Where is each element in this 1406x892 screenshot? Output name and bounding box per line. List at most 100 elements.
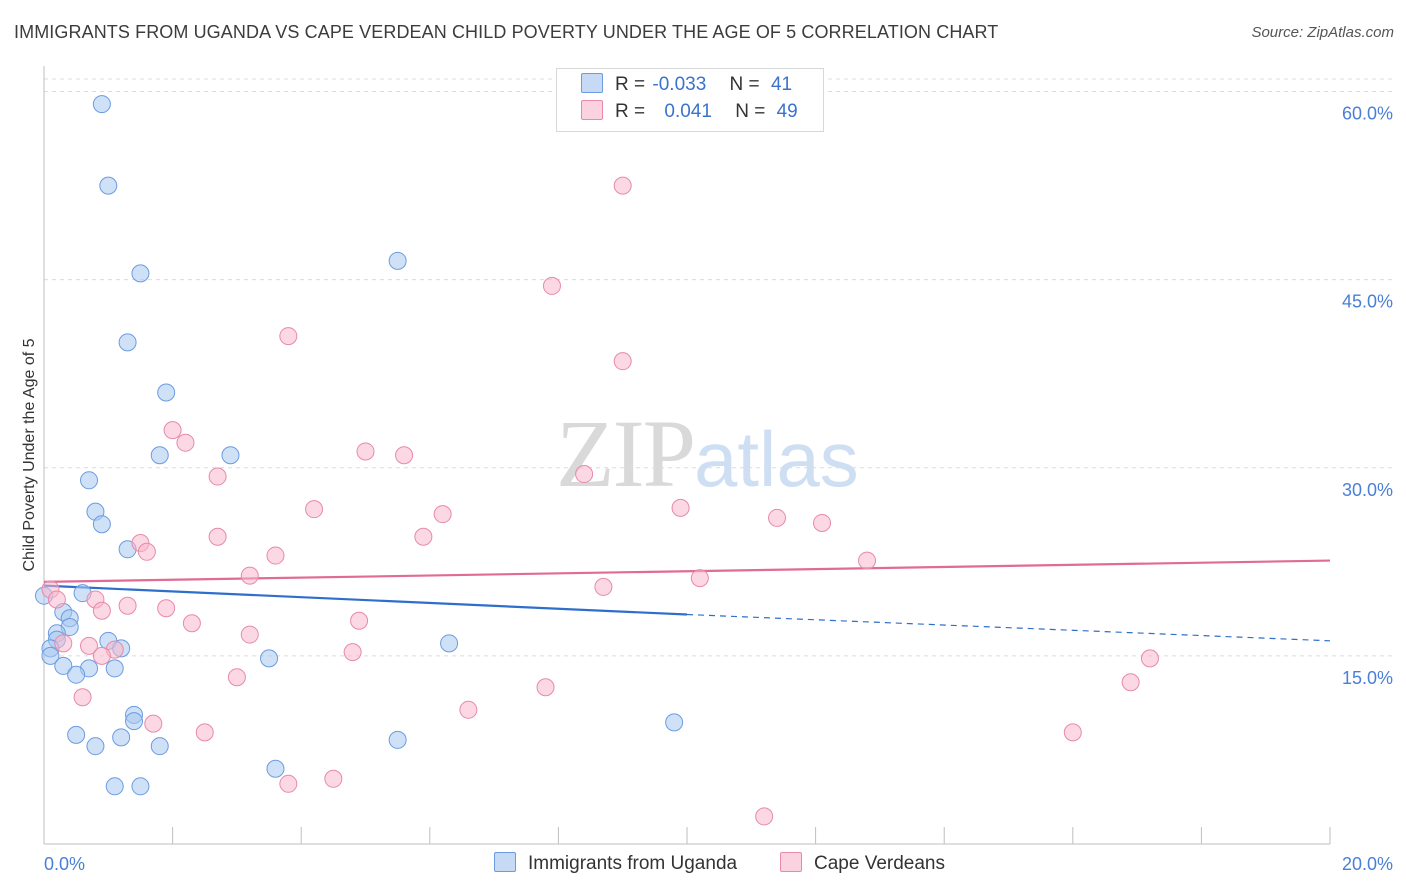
- trend-line-extension: [686, 613, 1331, 642]
- trend-line: [43, 584, 688, 616]
- uganda-point: [99, 176, 118, 195]
- cape-verdean-point: [279, 774, 298, 793]
- n-label: N =: [735, 101, 766, 122]
- uganda-swatch: [581, 73, 603, 93]
- cape-verdean-point: [690, 569, 709, 588]
- n-value: 41: [770, 74, 793, 95]
- cape-verdean-point: [208, 467, 227, 486]
- cape-verdean-point: [813, 513, 832, 532]
- cape-verdean-point: [343, 643, 362, 662]
- cape-verdean-point: [395, 446, 414, 465]
- uganda-point: [157, 383, 176, 402]
- axes: [43, 66, 1331, 845]
- cape-verdean-point: [1140, 649, 1159, 668]
- cape-verdean-point: [575, 465, 594, 484]
- cape-verdean-point: [80, 636, 99, 655]
- cape-verdean-point: [594, 577, 613, 596]
- cape-verdean-point: [305, 500, 324, 519]
- x-tick-label: 20.0%: [1342, 854, 1393, 874]
- cape-verdean-point: [542, 276, 561, 295]
- cape-verdean-point: [47, 590, 66, 609]
- cape-verdean-point: [195, 723, 214, 742]
- uganda-point: [105, 777, 124, 796]
- x-tick-label: 0.0%: [44, 854, 85, 874]
- cape-verdean-point: [613, 352, 632, 371]
- cape-verdean-point: [536, 678, 555, 697]
- cape-verdean-point: [324, 769, 343, 788]
- data-points: [35, 95, 1159, 826]
- watermark-zip: ZIP: [556, 400, 696, 507]
- cape-verdean-point: [1063, 723, 1082, 742]
- uganda-point: [260, 649, 279, 668]
- cape-verdean-point: [858, 551, 877, 570]
- y-tick-label: 60.0%: [1342, 104, 1393, 124]
- chart-title: IMMIGRANTS FROM UGANDA VS CAPE VERDEAN C…: [14, 22, 999, 42]
- cape-verdean-point: [279, 327, 298, 346]
- cape-verdean-point: [755, 807, 774, 826]
- cape-verdean-point: [768, 508, 787, 527]
- y-tick-label: 30.0%: [1342, 480, 1393, 500]
- uganda-point: [105, 659, 124, 678]
- trend-lines: [43, 559, 1331, 642]
- cape-verdean-point: [144, 714, 163, 733]
- cape-verdean-point: [414, 527, 433, 546]
- uganda-point: [41, 646, 60, 665]
- cape-verdean-point: [176, 433, 195, 452]
- n-value: 49: [776, 101, 798, 122]
- cape-verdeans-legend-label: Cape Verdeans: [814, 853, 945, 874]
- r-label: R =: [615, 74, 646, 95]
- cape-verdean-point: [1121, 673, 1140, 692]
- uganda-point: [131, 777, 150, 796]
- uganda-legend-swatch: [494, 852, 516, 872]
- cape-verdean-point: [266, 546, 285, 565]
- tick-labels: 15.0% 30.0% 45.0% 60.0% 0.0% 20.0%: [44, 104, 1393, 874]
- uganda-point: [86, 737, 105, 756]
- cape-verdean-point: [137, 542, 156, 561]
- cape-verdean-point: [227, 668, 246, 687]
- y-tick-label: 45.0%: [1342, 292, 1393, 312]
- uganda-point: [67, 665, 86, 684]
- source-credit: Source: ZipAtlas.com: [1251, 24, 1394, 41]
- n-label: N =: [729, 74, 760, 95]
- uganda-point: [221, 446, 240, 465]
- cape-verdean-point: [459, 700, 478, 719]
- uganda-point: [388, 251, 407, 270]
- cape-verdean-point: [613, 176, 632, 195]
- cape-verdean-point: [350, 611, 369, 630]
- uganda-point: [266, 759, 285, 778]
- uganda-point: [665, 713, 684, 732]
- cape-verdean-point: [356, 442, 375, 461]
- uganda-point: [80, 471, 99, 490]
- uganda-point: [92, 95, 111, 114]
- stats-legend: R = -0.033 N = 41 R = 0.041 N = 49: [556, 68, 824, 132]
- uganda-point: [388, 730, 407, 749]
- uganda-point: [67, 725, 86, 744]
- legend-row-uganda: R = -0.033 N = 41: [581, 73, 792, 99]
- cape-verdean-point: [157, 599, 176, 618]
- r-value: 0.041: [664, 101, 712, 122]
- cape-verdean-point: [240, 625, 259, 644]
- cape-verdeans-swatch: [581, 100, 603, 120]
- cape-verdean-point: [73, 688, 92, 707]
- uganda-point: [131, 264, 150, 283]
- r-value: -0.033: [652, 74, 707, 95]
- legend-row-cape-verdeans: R = 0.041 N = 49: [581, 100, 798, 126]
- uganda-point: [118, 333, 137, 352]
- cape-verdean-point: [240, 566, 259, 585]
- uganda-point: [125, 712, 144, 731]
- uganda-legend-label: Immigrants from Uganda: [528, 853, 738, 874]
- legend-item-uganda: Immigrants from Uganda: [494, 852, 737, 878]
- y-tick-label: 15.0%: [1342, 668, 1393, 688]
- watermark-atlas: atlas: [694, 415, 859, 503]
- cape-verdean-point: [92, 601, 111, 620]
- cape-verdean-point: [54, 634, 73, 653]
- uganda-point: [440, 634, 459, 653]
- cape-verdean-point: [671, 498, 690, 517]
- cape-verdean-point: [208, 527, 227, 546]
- legend-item-cape-verdeans: Cape Verdeans: [780, 852, 945, 878]
- cape-verdean-point: [92, 646, 111, 665]
- cape-verdean-point: [182, 614, 201, 633]
- cape-verdeans-legend-swatch: [780, 852, 802, 872]
- cape-verdean-point: [118, 596, 137, 615]
